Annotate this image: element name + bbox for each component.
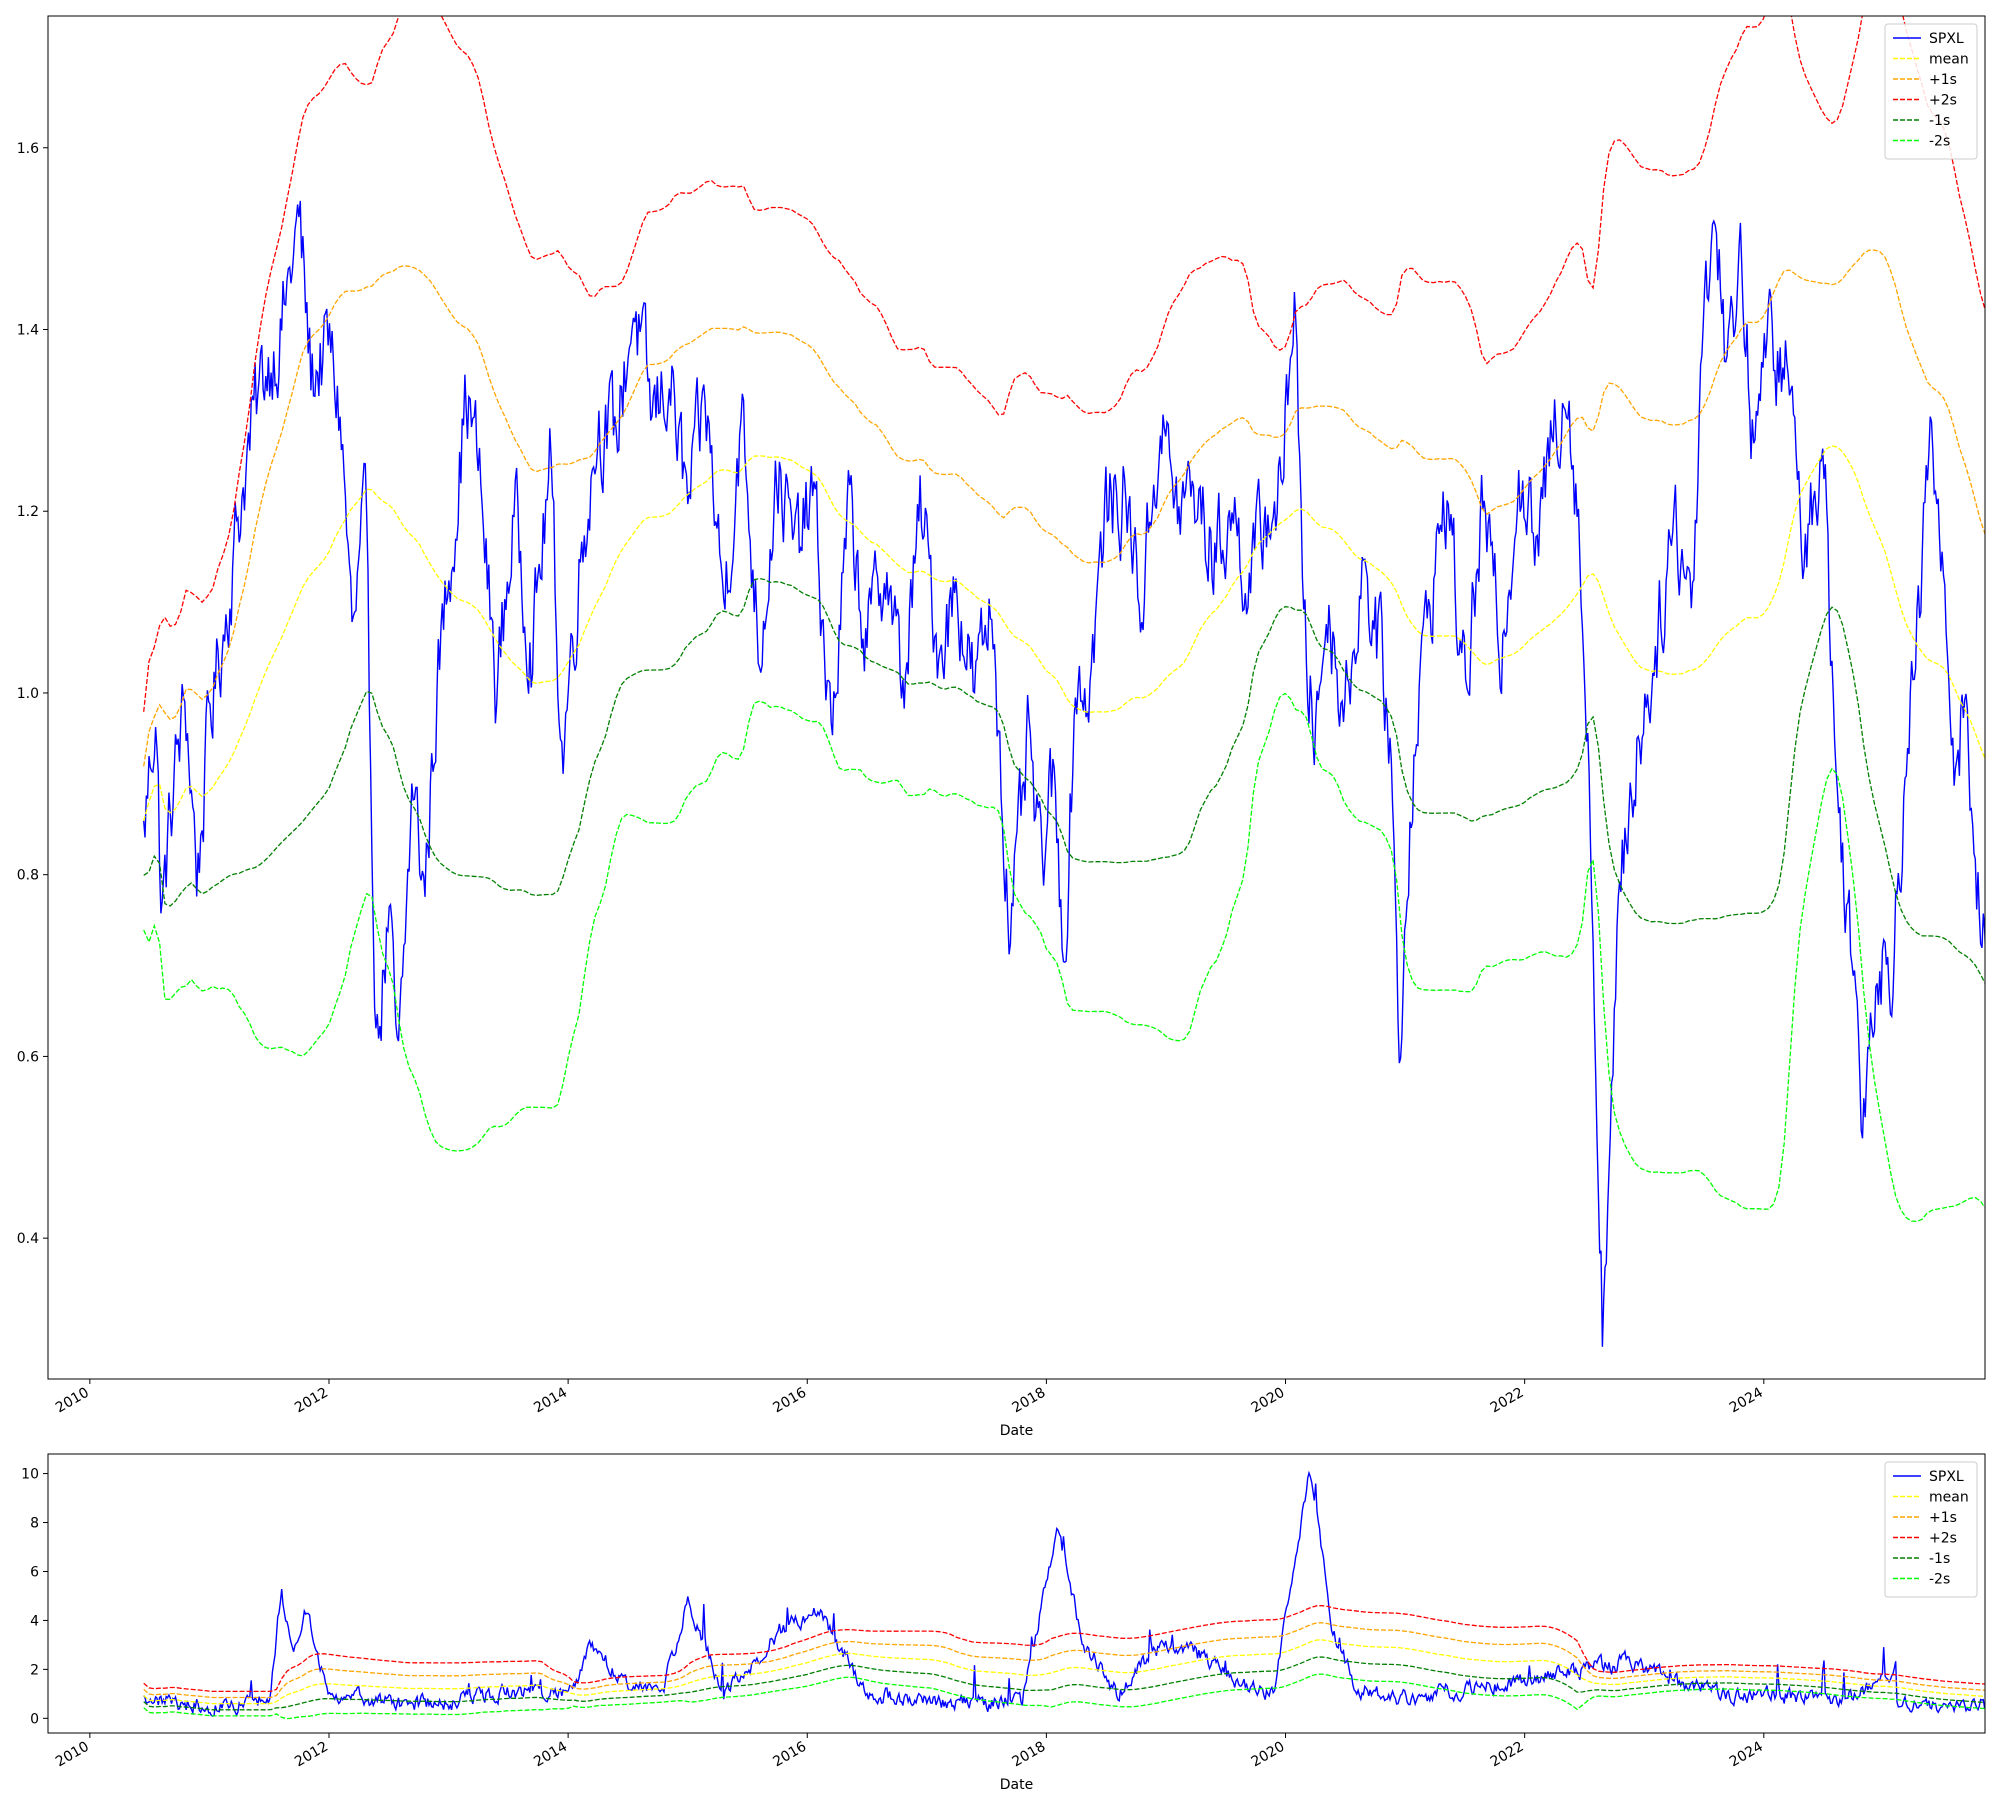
legend-label: mean bbox=[1929, 1490, 1969, 1506]
series-line-plusminus-1s bbox=[143, 1622, 1985, 1699]
legend-label: -2s bbox=[1929, 134, 1950, 150]
series-line-minus-1s bbox=[143, 577, 1985, 985]
x-tick-label: 2014 bbox=[531, 1385, 570, 1417]
axes-frame bbox=[47, 15, 1986, 1380]
plot-area bbox=[143, 16, 1985, 1347]
y-tick-label: 4 bbox=[30, 1613, 39, 1629]
y-tick-label: 8 bbox=[30, 1516, 39, 1532]
x-tick-label: 2018 bbox=[1010, 1385, 1049, 1417]
series-line-plusminus-2s bbox=[143, 16, 1985, 712]
y-tick-label: 0 bbox=[30, 1711, 39, 1727]
series-line-mean bbox=[143, 445, 1985, 821]
legend-label: +2s bbox=[1929, 93, 1957, 109]
x-tick-label: 2024 bbox=[1727, 1739, 1766, 1771]
y-tick-label: 2 bbox=[30, 1662, 39, 1678]
x-tick-label: 2016 bbox=[770, 1739, 809, 1771]
x-tick-label: 2022 bbox=[1488, 1385, 1527, 1417]
legend-label: mean bbox=[1929, 52, 1969, 68]
legend-label: SPXL bbox=[1929, 1469, 1964, 1485]
x-axis-label: Date bbox=[1000, 1777, 1033, 1793]
series-line-spxl bbox=[143, 1470, 1985, 1717]
series-line-minus-2s bbox=[143, 1673, 1985, 1720]
series-line-plusminus-1s bbox=[143, 249, 1985, 767]
x-tick-label: 2010 bbox=[53, 1739, 92, 1771]
legend: SPXL mean +1s +2s -1s -2s bbox=[1884, 23, 1978, 160]
plot-area bbox=[143, 1470, 1985, 1720]
x-tick-label: 2010 bbox=[53, 1385, 92, 1417]
x-tick-label: 2018 bbox=[1010, 1739, 1049, 1771]
x-tick-label: 2014 bbox=[531, 1739, 570, 1771]
y-tick-label: 0.6 bbox=[17, 1049, 39, 1065]
x-axis-label: Date bbox=[1000, 1423, 1033, 1439]
series-line-minus-1s bbox=[143, 1656, 1985, 1711]
x-tick-label: 2020 bbox=[1249, 1385, 1288, 1417]
x-tick-label: 2020 bbox=[1249, 1739, 1288, 1771]
y-tick-label: 0.4 bbox=[17, 1231, 39, 1247]
y-tick-label: 10 bbox=[21, 1467, 39, 1483]
series-line-minus-2s bbox=[143, 692, 1985, 1223]
y-tick-label: 0.8 bbox=[17, 868, 39, 884]
y-tick-label: 1.6 bbox=[17, 141, 39, 157]
legend-label: -2s bbox=[1929, 1572, 1950, 1588]
series-line-mean bbox=[143, 1639, 1985, 1705]
legend-label: +1s bbox=[1929, 72, 1957, 88]
series-line-spxl bbox=[143, 200, 1985, 1347]
y-tick-label: 6 bbox=[30, 1564, 39, 1580]
legend-label: +2s bbox=[1929, 1531, 1957, 1547]
legend: SPXL mean +1s +2s -1s -2s bbox=[1884, 1461, 1978, 1598]
axes-frame bbox=[47, 1453, 1986, 1734]
x-tick-label: 2024 bbox=[1727, 1385, 1766, 1417]
legend-label: -1s bbox=[1929, 1551, 1950, 1567]
y-tick-label: 1.2 bbox=[17, 504, 39, 520]
y-tick-label: 1.4 bbox=[17, 322, 39, 338]
legend-label: -1s bbox=[1929, 113, 1950, 129]
x-tick-label: 2016 bbox=[770, 1385, 809, 1417]
x-tick-label: 2022 bbox=[1488, 1739, 1527, 1771]
chart-panel-2: 0 2 4 6 8 10 2010 2012 2014 2016 2018 2020 2022 2024 D… bbox=[21, 1453, 1986, 1793]
legend-label: +1s bbox=[1929, 1510, 1957, 1526]
chart-panel-1: 0.4 0.6 0.8 1.0 1.2 1.4 1.6 2010 2012 2014 2016 201… bbox=[17, 15, 1986, 1439]
y-tick-label: 1.0 bbox=[17, 686, 39, 702]
x-tick-label: 2012 bbox=[292, 1385, 331, 1417]
x-tick-label: 2012 bbox=[292, 1739, 331, 1771]
legend-label: SPXL bbox=[1929, 31, 1964, 47]
series-line-plusminus-2s bbox=[143, 1605, 1985, 1693]
